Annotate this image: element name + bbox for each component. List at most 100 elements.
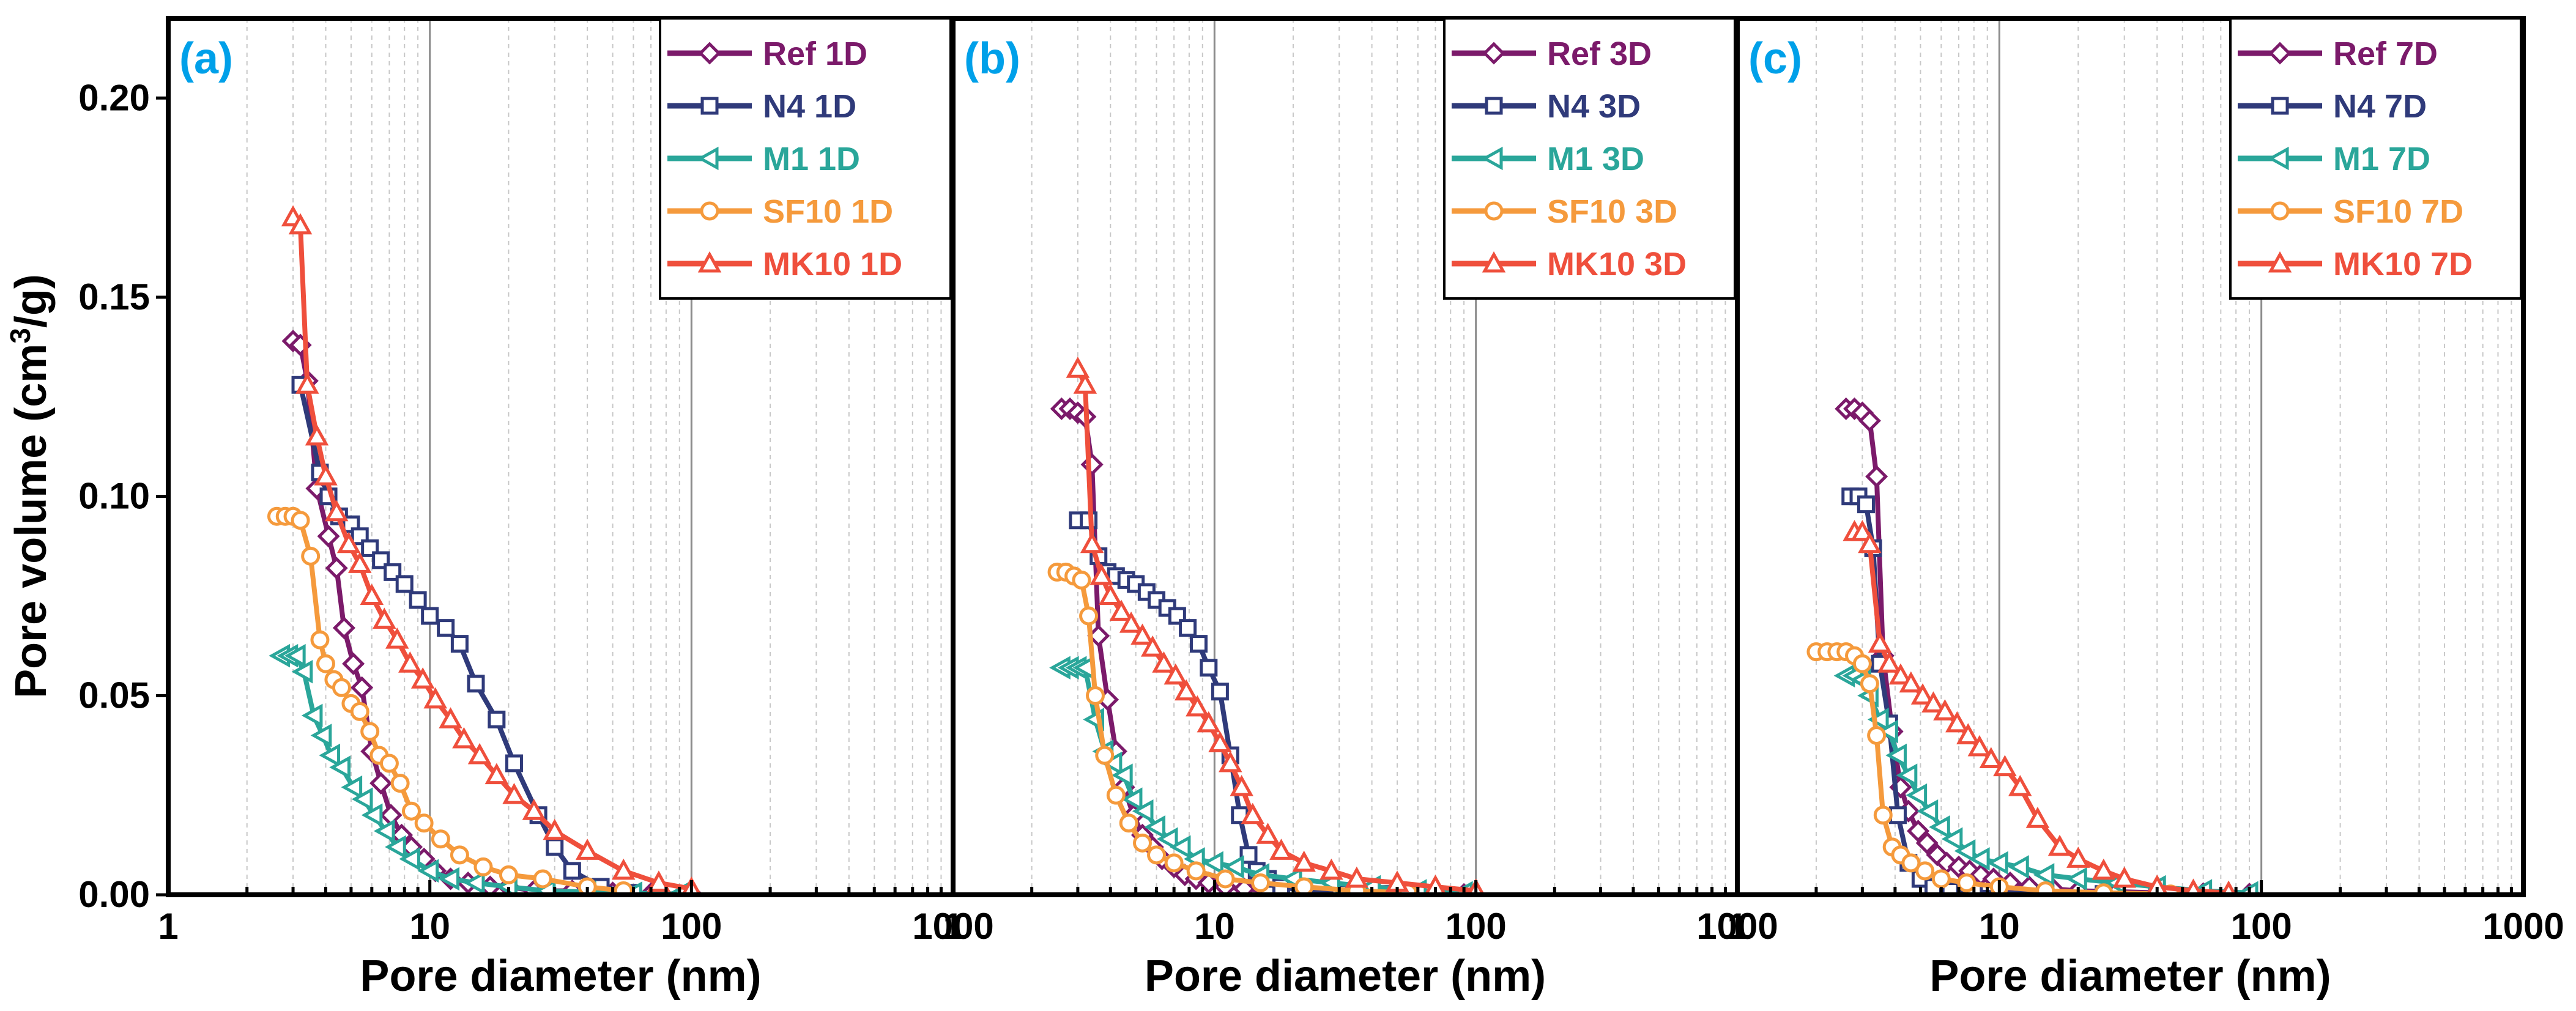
data-point-mk10 [1256,823,1280,844]
legend: Ref 1D N4 1D M1 1D SF10 1D MK10 1D [659,17,952,300]
legend-label-n4: N4 7D [2333,88,2427,125]
data-point-sf10 [1147,845,1167,865]
data-point-m1 [301,703,323,728]
data-point-m1 [310,724,332,747]
data-point-n4 [421,607,439,625]
data-point-m1 [1896,763,1918,787]
data-point-mk10 [305,424,329,446]
data-point-mk10 [1219,750,1242,772]
data-point-mk10 [1269,839,1293,860]
panels-group: 1 10 100 1000 0.00 0.05 0.10 0.15 0.20 Pore diame… [78,16,2564,1001]
data-point-sf10 [499,865,518,884]
legend-label-sf10: SF10 1D [763,193,893,230]
data-point-mk10 [1292,850,1316,872]
data-point-ref [369,772,393,795]
data-point-mk10 [1877,651,1901,673]
x-tick-label: 1 [943,906,963,947]
data-point-n4 [437,619,455,637]
legend-marker-n4 [1485,97,1503,115]
data-point-mk10 [1933,699,1957,720]
x-tick-label: 100 [2231,906,2292,947]
panel-3: 1 10 100 1000 Pore diameter (nm) (c) Ref 7D N4 … [1727,16,2564,1001]
data-point-m1 [438,867,460,891]
data-point-mk10 [2008,774,2032,796]
x-tick-label: 1000 [1696,906,1778,947]
data-point-mk10 [2025,807,2050,828]
data-point-mk10 [288,213,313,235]
data-point-ref [1080,453,1104,476]
data-point-sf10 [1079,606,1099,626]
data-point-mk10 [2066,846,2090,868]
data-point-mk10 [612,858,636,880]
data-point-m1 [1885,743,1907,768]
data-point-mk10 [575,839,599,860]
x-tick-label: 1000 [912,906,993,947]
data-point-m1 [1156,827,1178,851]
data-point-mk10 [360,583,384,605]
data-point-mk10 [2092,858,2116,880]
data-point-mk10 [522,799,546,820]
data-point-m1 [351,787,373,811]
data-point-mk10 [543,818,566,840]
x-tick-label: 1 [158,906,178,947]
data-point-m1 [1917,799,1939,823]
data-point-sf10 [1072,570,1091,590]
data-point-mk10 [452,727,476,749]
data-point-sf10 [1957,873,1977,892]
data-point-n4 [505,754,523,772]
data-point-m1 [1929,815,1950,839]
data-point-sf10 [1860,674,1879,694]
data-point-ref [325,557,348,580]
data-point-sf10 [1251,873,1271,892]
legend-label-sf10: SF10 7D [2333,193,2463,230]
data-point-m1 [1121,787,1143,811]
data-point-m1 [1968,847,1990,871]
data-point-mk10 [410,667,435,689]
data-point-m1 [329,755,351,779]
panel-label: (c) [1748,34,1802,83]
y-tick-label: 0.15 [78,276,150,317]
data-point-m1 [1941,827,1963,851]
x-tick-label: 10 [409,906,450,947]
plot-area [267,205,703,895]
data-point-sf10 [401,801,421,821]
data-point-n4 [488,710,506,728]
data-point-m1 [1906,783,1928,807]
data-point-mk10 [2112,866,2136,888]
data-point-mk10 [1899,671,1923,693]
data-point-sf10 [1164,853,1184,873]
legend-marker-m1 [1481,146,1503,171]
data-point-mk10 [1164,663,1188,685]
legend-label-n4: N4 3D [1547,88,1641,125]
data-point-mk10 [2047,834,2072,856]
data-point-mk10 [1230,774,1253,796]
data-point-mk10 [336,531,361,554]
data-point-m1 [463,871,485,895]
legend-label-sf10: SF10 3D [1547,193,1677,230]
data-point-sf10 [1901,853,1921,873]
data-point-sf10 [1867,725,1887,745]
data-point-mk10 [314,464,338,486]
data-point-m1 [385,835,406,859]
y-axis-title-prefix: Pore volume (cm [7,344,56,698]
data-point-n4 [1179,619,1197,637]
legend-marker-sf10 [700,201,719,221]
data-point-ref [1233,877,1256,895]
y-tick-label: 0.10 [78,476,150,517]
data-point-ref [1907,820,1930,843]
data-point-sf10 [1085,686,1105,705]
y-axis-title-superscript: 3 [4,328,36,344]
data-point-mk10 [423,687,447,709]
data-point-mk10 [1080,531,1104,554]
legend-marker-sf10 [2270,201,2290,221]
data-point-mk10 [1345,866,1369,888]
data-point-sf10 [360,722,380,741]
data-point-m1 [1867,708,1889,731]
data-point-m1 [2008,855,2029,879]
panel-2: 1 10 100 1000 Pore diameter (nm) (b) Ref 3D N4 … [943,16,1778,1001]
data-point-mk10 [1868,631,1892,653]
x-tick-label: 1000 [2482,906,2564,947]
data-point-mk10 [1888,663,1913,685]
data-point-mk10 [1967,735,1992,757]
